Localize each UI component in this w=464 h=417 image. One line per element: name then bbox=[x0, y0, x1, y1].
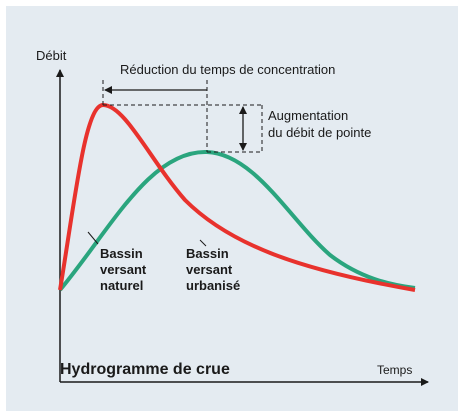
title: Hydrogramme de crue bbox=[60, 361, 230, 378]
curve-label: naturel bbox=[100, 278, 143, 293]
annotation: Réduction du temps de concentration bbox=[120, 62, 335, 77]
pointer bbox=[87, 231, 99, 245]
pointer bbox=[199, 239, 207, 247]
x-axis-label: Temps bbox=[377, 363, 412, 377]
curve-natural bbox=[58, 149, 416, 292]
panel bbox=[6, 6, 458, 411]
curve-label: Bassin bbox=[186, 246, 229, 261]
y-axis-label: Débit bbox=[36, 48, 67, 63]
curve-urban bbox=[58, 102, 416, 292]
curve-label: urbanisé bbox=[186, 278, 240, 293]
curve-label: versant bbox=[100, 262, 147, 277]
curve-label: versant bbox=[186, 262, 233, 277]
curve-label: Bassin bbox=[100, 246, 143, 261]
annotation: du débit de pointe bbox=[268, 125, 371, 140]
annotation: Augmentation bbox=[268, 108, 348, 123]
